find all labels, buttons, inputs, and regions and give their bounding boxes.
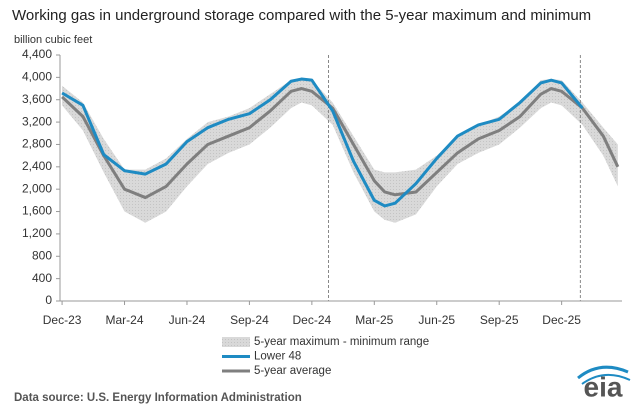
logo-arc xyxy=(581,373,631,385)
y-axis-label: billion cubic feet xyxy=(14,34,92,46)
y-tick-label: 2,400 xyxy=(22,159,52,173)
chart-title: Working gas in underground storage compa… xyxy=(12,7,591,24)
series-line xyxy=(61,87,620,200)
y-tick-label: 1,200 xyxy=(22,226,52,240)
x-tick-label: Sep-25 xyxy=(480,313,519,327)
x-tick-label: Dec-24 xyxy=(293,313,332,327)
y-tick-label: 0 xyxy=(45,293,52,307)
x-tick-label: Mar-25 xyxy=(355,313,393,327)
y-tick-label: 3,600 xyxy=(22,92,52,106)
y-tick-label: 3,200 xyxy=(22,114,52,128)
series-line xyxy=(61,77,584,208)
legend-swatch xyxy=(222,337,250,347)
x-tick-label: Jun-24 xyxy=(169,313,206,327)
source-note: Data source: U.S. Energy Information Adm… xyxy=(14,392,302,404)
x-tick-label: Dec-23 xyxy=(43,313,82,327)
y-tick-label: 4,000 xyxy=(22,70,52,84)
legend-label: 5-year maximum - minimum range xyxy=(254,336,429,348)
x-tick-label: Dec-25 xyxy=(542,313,581,327)
y-tick-label: 1,600 xyxy=(22,204,52,218)
logo-text: eia xyxy=(584,371,623,402)
logo: eia xyxy=(577,365,631,402)
legend-label: 5-year average xyxy=(254,365,331,377)
y-tick-label: 4,400 xyxy=(22,47,52,61)
y-tick-label: 800 xyxy=(32,248,52,262)
legend-label: Lower 48 xyxy=(254,351,301,363)
x-tick-label: Mar-24 xyxy=(106,313,144,327)
x-tick-label: Sep-24 xyxy=(230,313,269,327)
y-tick-label: 400 xyxy=(32,271,52,285)
x-tick-label: Jun-25 xyxy=(418,313,455,327)
y-tick-label: 2,000 xyxy=(22,181,52,195)
logo-arc xyxy=(577,365,629,380)
y-tick-label: 2,800 xyxy=(22,137,52,151)
